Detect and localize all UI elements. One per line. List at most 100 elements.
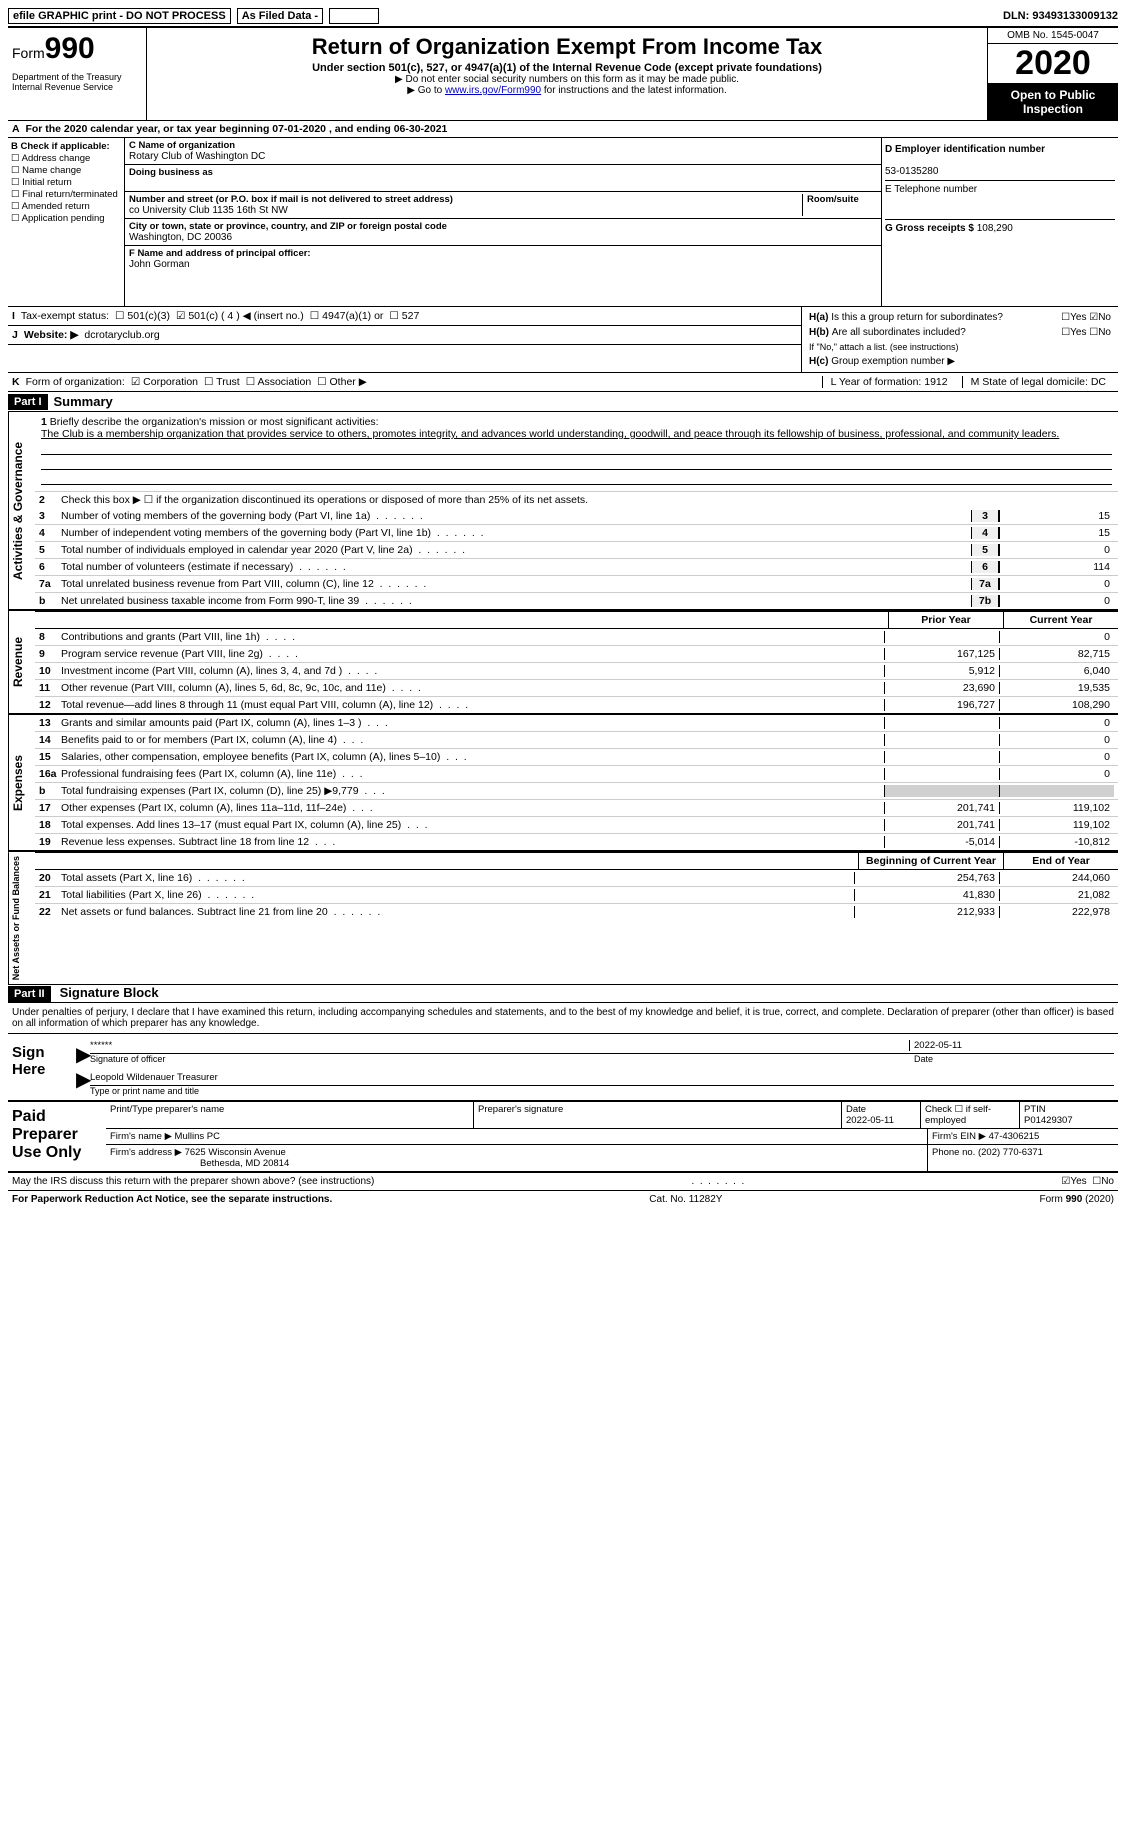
net-line-22: 22Net assets or fund balances. Subtract … xyxy=(35,903,1118,920)
col-b: B Check if applicable: ☐ Address change … xyxy=(8,138,125,306)
perjury-statement: Under penalties of perjury, I declare th… xyxy=(8,1002,1118,1033)
year-formation: L Year of formation: 1912 xyxy=(822,376,956,388)
discuss-row: May the IRS discuss this return with the… xyxy=(8,1173,1118,1191)
chk-initial[interactable]: ☐ Initial return xyxy=(11,177,121,188)
firm-phone: (202) 770-6371 xyxy=(978,1147,1043,1158)
chk-501c4[interactable]: ☑ 501(c) ( 4 ) ◀ (insert no.) xyxy=(176,310,304,322)
gov-line-6: 6Total number of volunteers (estimate if… xyxy=(35,558,1118,575)
sign-date: 2022-05-11 xyxy=(909,1040,1114,1051)
chk-amended[interactable]: ☐ Amended return xyxy=(11,201,121,212)
org-city: Washington, DC 20036 xyxy=(129,232,877,243)
exp-line-15: 15Salaries, other compensation, employee… xyxy=(35,748,1118,765)
org-address: co University Club 1135 16th St NW xyxy=(129,205,802,216)
rev-line-11: 11Other revenue (Part VIII, column (A), … xyxy=(35,679,1118,696)
chk-assoc[interactable]: ☐ Association xyxy=(246,376,311,388)
gov-line-5: 5Total number of individuals employed in… xyxy=(35,541,1118,558)
exp-line-13: 13Grants and similar amounts paid (Part … xyxy=(35,715,1118,731)
sidebar-governance: Activities & Governance xyxy=(8,412,35,609)
rev-line-8: 8Contributions and grants (Part VIII, li… xyxy=(35,629,1118,645)
part-i-tag: Part I xyxy=(8,394,48,410)
chk-other[interactable]: ☐ Other ▶ xyxy=(317,376,367,388)
form-number-box: Form990 Department of the Treasury Inter… xyxy=(8,28,147,120)
chk-final[interactable]: ☐ Final return/terminated xyxy=(11,189,121,200)
firm-name: Mullins PC xyxy=(175,1131,220,1142)
officer-name: John Gorman xyxy=(129,259,877,270)
firm-addr2: Bethesda, MD 20814 xyxy=(200,1158,289,1169)
year-box: OMB No. 1545-0047 2020 Open to Public In… xyxy=(987,28,1118,120)
chk-name[interactable]: ☐ Name change xyxy=(11,165,121,176)
ha-no[interactable]: ☑No xyxy=(1089,312,1111,323)
as-filed: As Filed Data - xyxy=(237,8,323,24)
exp-line-19: 19Revenue less expenses. Subtract line 1… xyxy=(35,833,1118,850)
gov-line-4: 4Number of independent voting members of… xyxy=(35,524,1118,541)
chk-trust[interactable]: ☐ Trust xyxy=(204,376,240,388)
chk-527[interactable]: ☐ 527 xyxy=(389,310,419,322)
hb-no[interactable]: ☐No xyxy=(1089,327,1111,338)
period-row: A For the 2020 calendar year, or tax yea… xyxy=(8,121,1118,138)
tax-year: 2020 xyxy=(988,44,1118,84)
net-line-21: 21Total liabilities (Part X, line 26) . … xyxy=(35,886,1118,903)
note-link: ▶ Go to www.irs.gov/Form990 for instruct… xyxy=(153,85,981,96)
efile-graphic: efile GRAPHIC print - DO NOT PROCESS xyxy=(8,8,231,24)
sign-here-row: Sign Here ▶▶ ****** 2022-05-11 Signature… xyxy=(8,1033,1118,1100)
dln: DLN: 93493133009132 xyxy=(1003,10,1118,22)
chk-4947[interactable]: ☐ 4947(a)(1) or xyxy=(310,310,384,322)
subtitle: Under section 501(c), 527, or 4947(a)(1)… xyxy=(153,62,981,74)
net-line-20: 20Total assets (Part X, line 16) . . . .… xyxy=(35,870,1118,886)
preparer-row: Paid Preparer Use Only Print/Type prepar… xyxy=(8,1100,1118,1173)
part-ii-tag: Part II xyxy=(8,986,51,1002)
h-a: H(a) Is this a group return for subordin… xyxy=(805,310,1115,325)
ha-yes[interactable]: ☐Yes xyxy=(1061,312,1086,323)
k-org-row: K Form of organization: ☑ Corporation ☐ … xyxy=(8,373,1118,392)
chk-pending[interactable]: ☐ Application pending xyxy=(11,213,121,224)
irs-link[interactable]: www.irs.gov/Form990 xyxy=(445,85,541,96)
org-info-grid: B Check if applicable: ☐ Address change … xyxy=(8,138,1118,307)
top-bar: efile GRAPHIC print - DO NOT PROCESS As … xyxy=(8,8,1118,28)
firm-addr1: 7625 Wisconsin Avenue xyxy=(185,1147,286,1158)
website: dcrotaryclub.org xyxy=(84,329,159,341)
sidebar-expenses: Expenses xyxy=(8,715,35,850)
gov-line-b: bNet unrelated business taxable income f… xyxy=(35,592,1118,609)
rev-line-12: 12Total revenue—add lines 8 through 11 (… xyxy=(35,696,1118,713)
col-c: C Name of organization Rotary Club of Wa… xyxy=(125,138,881,306)
state-domicile: M State of legal domicile: DC xyxy=(962,376,1114,388)
officer-printed: Leopold Wildenauer Treasurer xyxy=(90,1072,218,1083)
rev-line-9: 9Program service revenue (Part VIII, lin… xyxy=(35,645,1118,662)
exp-line-18: 18Total expenses. Add lines 13–17 (must … xyxy=(35,816,1118,833)
exp-line-14: 14Benefits paid to or for members (Part … xyxy=(35,731,1118,748)
sidebar-netassets: Net Assets or Fund Balances xyxy=(8,852,35,984)
mission-text: The Club is a membership organization th… xyxy=(41,428,1059,440)
exp-line-16a: 16aProfessional fundraising fees (Part I… xyxy=(35,765,1118,782)
line-2: 2 Check this box ▶ ☐ if the organization… xyxy=(35,491,1118,508)
discuss-yes[interactable]: ☑Yes xyxy=(1061,1176,1086,1187)
chk-corp[interactable]: ☑ Corporation xyxy=(131,376,198,388)
discuss-no[interactable]: ☐No xyxy=(1092,1176,1114,1187)
rev-line-10: 10Investment income (Part VIII, column (… xyxy=(35,662,1118,679)
firm-ein: 47-4306215 xyxy=(989,1131,1040,1142)
sidebar-revenue: Revenue xyxy=(8,611,35,713)
h-b: H(b) Are all subordinates included? ☐Yes… xyxy=(805,325,1115,340)
website-row: J Website: ▶ dcrotaryclub.org xyxy=(8,326,801,345)
dept-label: Department of the Treasury Internal Reve… xyxy=(12,72,142,92)
gross-receipts: 108,290 xyxy=(977,223,1013,234)
org-name: Rotary Club of Washington DC xyxy=(129,151,877,162)
form-header: Form990 Department of the Treasury Inter… xyxy=(8,28,1118,121)
gov-line-3: 3Number of voting members of the governi… xyxy=(35,508,1118,524)
form-title: Return of Organization Exempt From Incom… xyxy=(153,34,981,60)
tax-status-row: I Tax-exempt status: ☐ 501(c)(3) ☑ 501(c… xyxy=(8,307,801,326)
officer-sig: ****** xyxy=(90,1040,909,1051)
open-inspection: Open to Public Inspection xyxy=(988,84,1118,120)
gov-line-7a: 7aTotal unrelated business revenue from … xyxy=(35,575,1118,592)
ein: 53-0135280 xyxy=(885,166,938,177)
part-i-title: Summary xyxy=(48,392,119,411)
footer: For Paperwork Reduction Act Notice, see … xyxy=(8,1191,1118,1208)
chk-501c3[interactable]: ☐ 501(c)(3) xyxy=(115,310,170,322)
hb-yes[interactable]: ☐Yes xyxy=(1061,327,1086,338)
omb: OMB No. 1545-0047 xyxy=(988,28,1118,44)
exp-line-17: 17Other expenses (Part IX, column (A), l… xyxy=(35,799,1118,816)
h-c: H(c) Group exemption number ▶ xyxy=(805,354,1115,369)
mission-block: 1 Briefly describe the organization's mi… xyxy=(35,412,1118,491)
chk-address[interactable]: ☐ Address change xyxy=(11,153,121,164)
col-d: D Employer identification number 53-0135… xyxy=(881,138,1118,306)
note-ssn: ▶ Do not enter social security numbers o… xyxy=(153,74,981,85)
